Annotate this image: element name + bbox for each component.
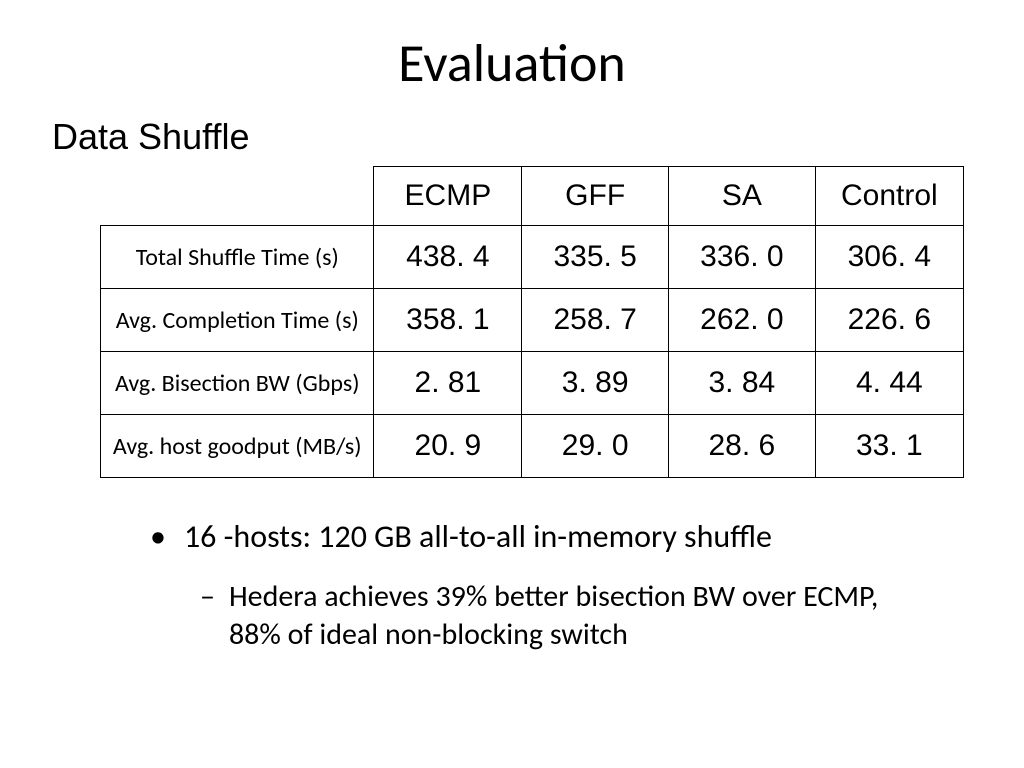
row-label: Total Shuffle Time (s) xyxy=(101,226,374,289)
col-header: Control xyxy=(815,167,963,226)
row-label: Avg. host goodput (MB/s) xyxy=(101,415,374,478)
data-cell: 438. 4 xyxy=(374,226,522,289)
col-header: SA xyxy=(669,167,816,226)
data-table-wrapper: ECMP GFF SA Control Total Shuffle Time (… xyxy=(100,166,964,478)
data-cell: 3. 84 xyxy=(669,352,816,415)
data-cell: 3. 89 xyxy=(522,352,669,415)
table-row: Total Shuffle Time (s) 438. 4 335. 5 336… xyxy=(101,226,964,289)
data-cell: 258. 7 xyxy=(522,289,669,352)
data-cell: 336. 0 xyxy=(669,226,816,289)
data-cell: 4. 44 xyxy=(815,352,963,415)
data-cell: 29. 0 xyxy=(522,415,669,478)
bullet-text: Hedera achieves 39% better bisection BW … xyxy=(229,578,924,653)
bullet-marker-icon: – xyxy=(200,578,215,616)
col-header: ECMP xyxy=(374,167,522,226)
slide-title: Evaluation xyxy=(50,30,974,96)
row-label: Avg. Bisection BW (Gbps) xyxy=(101,352,374,415)
data-cell: 20. 9 xyxy=(374,415,522,478)
data-cell: 335. 5 xyxy=(522,226,669,289)
bullet-list: • 16 -hosts: 120 GB all-to-all in-memory… xyxy=(150,518,924,653)
data-cell: 33. 1 xyxy=(815,415,963,478)
data-cell: 2. 81 xyxy=(374,352,522,415)
data-cell: 226. 6 xyxy=(815,289,963,352)
bullet-marker-icon: • xyxy=(150,518,166,556)
data-cell: 358. 1 xyxy=(374,289,522,352)
data-cell: 28. 6 xyxy=(669,415,816,478)
col-header: GFF xyxy=(522,167,669,226)
table-corner-cell xyxy=(101,167,374,226)
data-cell: 262. 0 xyxy=(669,289,816,352)
slide-subtitle: Data Shuffle xyxy=(52,116,974,158)
table-header-row: ECMP GFF SA Control xyxy=(101,167,964,226)
bullet-level-1: • 16 -hosts: 120 GB all-to-all in-memory… xyxy=(150,518,924,556)
table-row: Avg. Bisection BW (Gbps) 2. 81 3. 89 3. … xyxy=(101,352,964,415)
data-cell: 306. 4 xyxy=(815,226,963,289)
bullet-text: 16 -hosts: 120 GB all-to-all in-memory s… xyxy=(184,518,772,556)
data-table: ECMP GFF SA Control Total Shuffle Time (… xyxy=(100,166,964,478)
table-row: Avg. Completion Time (s) 358. 1 258. 7 2… xyxy=(101,289,964,352)
row-label: Avg. Completion Time (s) xyxy=(101,289,374,352)
table-row: Avg. host goodput (MB/s) 20. 9 29. 0 28.… xyxy=(101,415,964,478)
bullet-level-2: – Hedera achieves 39% better bisection B… xyxy=(200,578,924,653)
